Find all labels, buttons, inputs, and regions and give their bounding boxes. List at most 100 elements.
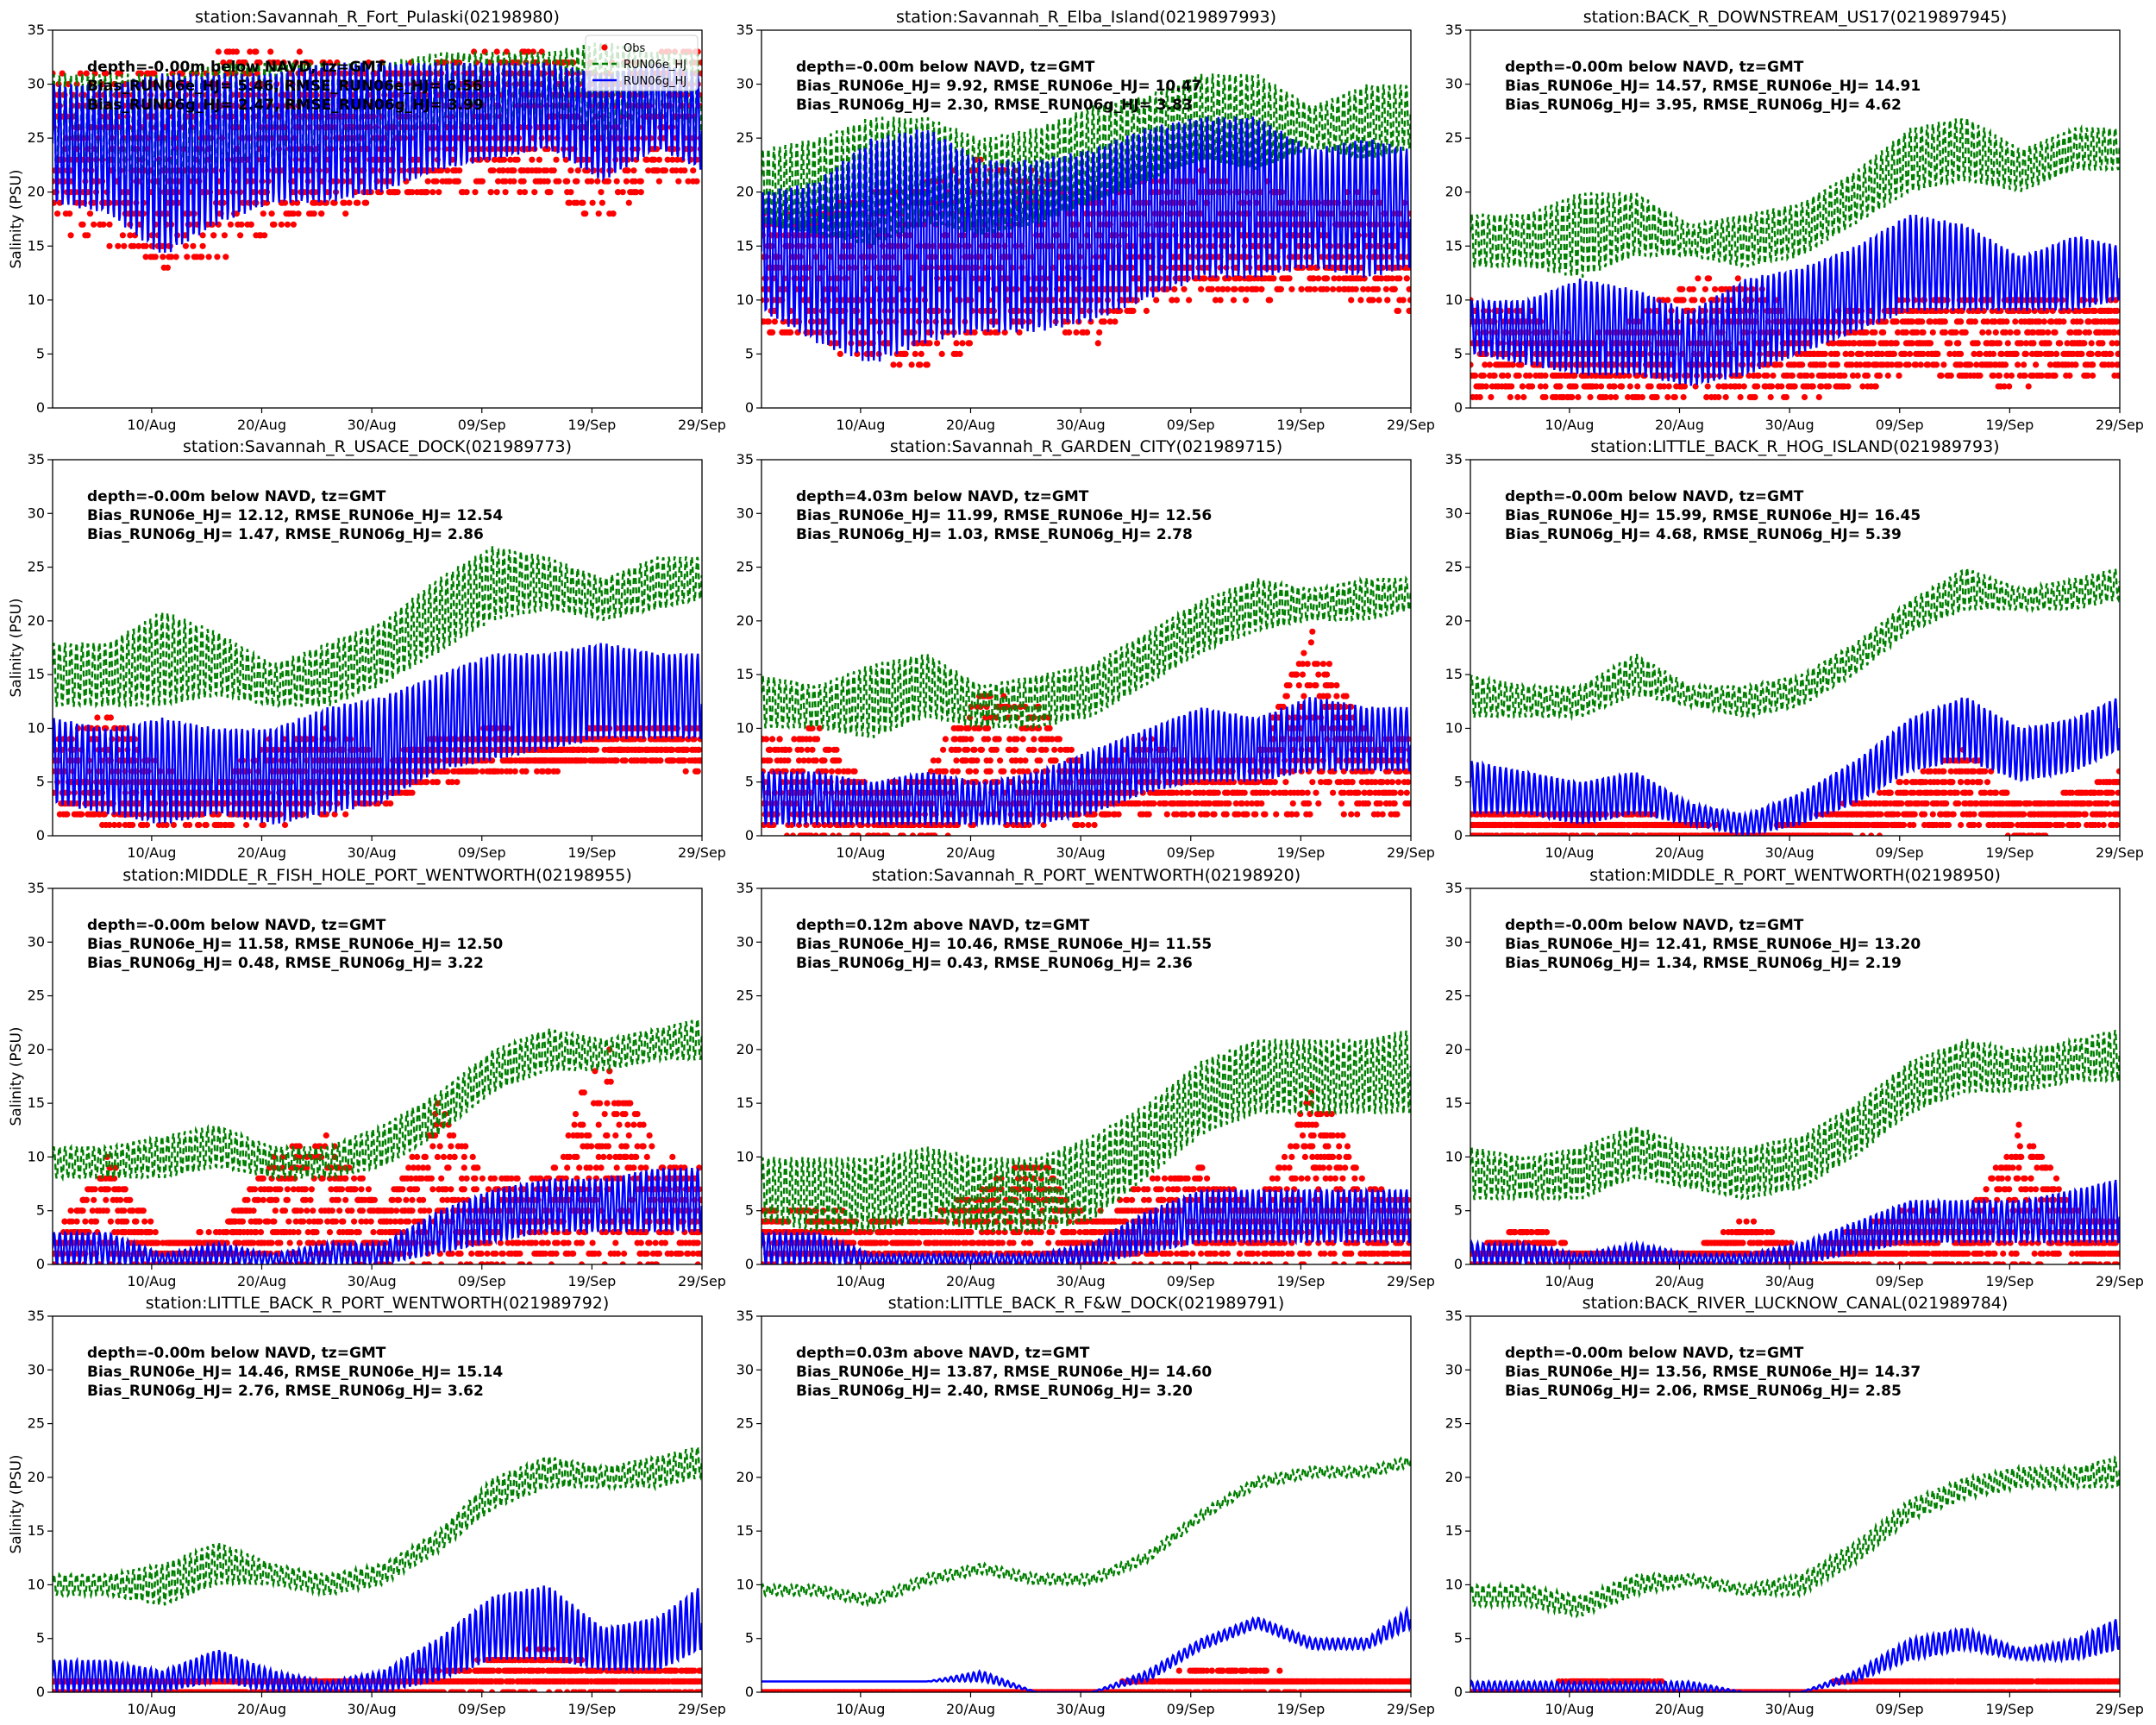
obs-point xyxy=(918,351,924,357)
obs-point xyxy=(1695,275,1701,281)
obs-point xyxy=(1392,286,1398,292)
obs-point xyxy=(2099,340,2105,346)
obs-point xyxy=(1186,297,1192,303)
obs-point xyxy=(1918,361,1924,367)
obs-point xyxy=(890,361,896,367)
obs-point xyxy=(143,243,149,249)
obs-point xyxy=(2003,318,2009,324)
obs-point xyxy=(464,189,470,195)
obs-point xyxy=(1975,340,1981,346)
obs-point xyxy=(1903,329,1909,336)
obs-point xyxy=(1084,329,1090,336)
obs-point xyxy=(1972,318,1978,324)
obs-point xyxy=(598,189,604,195)
obs-point xyxy=(1834,361,1840,367)
obs-point xyxy=(1799,361,1805,367)
obs-point xyxy=(1979,329,1985,336)
obs-point xyxy=(1754,383,1760,389)
ytick-label: 20 xyxy=(28,184,45,200)
obs-point xyxy=(2060,318,2066,324)
ytick-label: 15 xyxy=(736,237,754,254)
obs-point xyxy=(531,189,537,195)
obs-point xyxy=(1598,383,1604,389)
obs-point xyxy=(2089,340,2095,346)
obs-point xyxy=(429,189,436,195)
obs-point xyxy=(1855,373,1861,379)
obs-point xyxy=(959,340,965,346)
obs-point xyxy=(1942,318,1948,324)
obs-point xyxy=(2030,340,2036,346)
obs-point xyxy=(1802,394,1808,400)
obs-point xyxy=(1573,383,1579,389)
obs-point xyxy=(1081,265,1087,271)
obs-point xyxy=(2053,351,2059,357)
obs-point xyxy=(297,48,303,54)
ytick-label: 35 xyxy=(1445,22,1463,38)
obs-point xyxy=(1612,383,1618,389)
obs-point xyxy=(1267,297,1273,303)
obs-point xyxy=(511,167,517,173)
obs-point xyxy=(1894,318,1900,324)
obs-point xyxy=(1990,351,1996,357)
obs-point xyxy=(54,210,60,216)
obs-point xyxy=(1873,383,1879,389)
obs-point xyxy=(2077,329,2083,336)
obs-point xyxy=(1681,297,1687,303)
obs-point xyxy=(106,222,112,228)
obs-point xyxy=(1993,329,1999,336)
obs-point xyxy=(772,318,778,324)
obs-point xyxy=(1841,373,1847,379)
obs-point xyxy=(1278,286,1284,292)
obs-point xyxy=(1287,275,1293,281)
xtick-label: 10/Aug xyxy=(1545,417,1594,433)
obs-point xyxy=(599,200,605,206)
obs-point xyxy=(120,232,126,238)
obs-point xyxy=(620,189,626,195)
obs-point xyxy=(769,329,775,336)
obs-point xyxy=(2006,383,2012,389)
obs-point xyxy=(253,48,259,54)
obs-point xyxy=(1958,351,1964,357)
legend-label: Obs xyxy=(624,42,645,55)
obs-point xyxy=(85,232,91,238)
xtick-label: 09/Sep xyxy=(458,417,506,433)
obs-point xyxy=(1508,383,1514,389)
obs-point xyxy=(214,254,220,260)
plot-area xyxy=(49,546,705,828)
obs-point xyxy=(1705,383,1711,389)
obs-point xyxy=(1877,373,1883,379)
obs-point xyxy=(1666,383,1672,389)
obs-point xyxy=(1232,286,1238,292)
obs-point xyxy=(1948,373,1954,379)
obs-point xyxy=(624,179,630,185)
obs-point xyxy=(1153,297,1159,303)
obs-point xyxy=(1702,286,1708,292)
obs-point xyxy=(2072,361,2078,367)
obs-point xyxy=(346,200,352,206)
obs-point xyxy=(1735,275,1741,281)
obs-point xyxy=(624,167,630,173)
obs-point xyxy=(2114,318,2120,324)
obs-point xyxy=(1952,329,1959,336)
obs-point xyxy=(1996,340,2002,346)
stats-line: Bias_RUN06e_HJ= 9.92, RMSE_RUN06e_HJ= 10… xyxy=(796,78,1201,95)
obs-point xyxy=(787,329,793,336)
obs-point xyxy=(1073,329,1079,336)
obs-point xyxy=(588,179,594,185)
obs-point xyxy=(234,48,240,54)
obs-point xyxy=(363,200,369,206)
stats-line: Bias_RUN06g_HJ= 2.47, RMSE_RUN06g_HJ= 3.… xyxy=(87,97,484,114)
obs-point xyxy=(1315,275,1321,281)
obs-point xyxy=(206,254,212,260)
obs-point xyxy=(425,179,431,185)
obs-point xyxy=(2021,361,2027,367)
obs-point xyxy=(279,222,285,228)
obs-point xyxy=(1218,297,1224,303)
obs-point xyxy=(1664,394,1670,400)
obs-point xyxy=(2023,351,2029,357)
xtick-label: 19/Sep xyxy=(567,417,616,433)
obs-point xyxy=(165,265,171,271)
obs-point xyxy=(503,189,509,195)
